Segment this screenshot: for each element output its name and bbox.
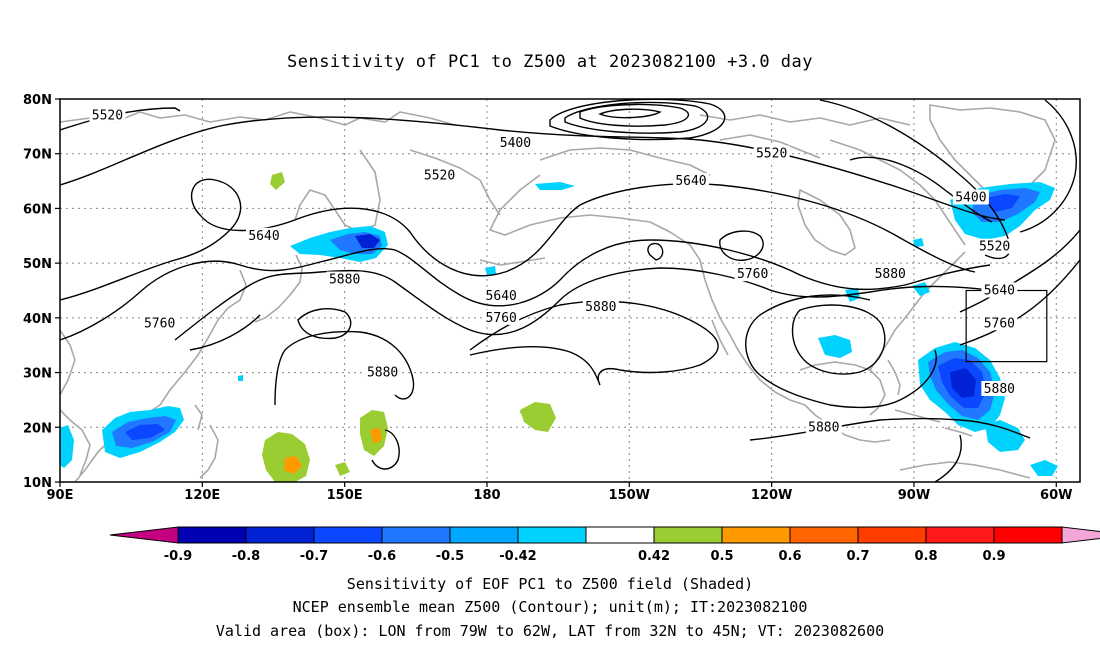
coastlines	[60, 104, 1056, 482]
contour-label: 5760	[486, 311, 517, 326]
colorbar-label: -0.6	[368, 549, 396, 564]
lat-tick-label: 40N	[23, 312, 52, 327]
contour-label: 5400	[500, 136, 531, 151]
contour-label: 5760	[737, 267, 768, 282]
contour-label-bg	[582, 298, 619, 314]
lat-tick-label: 30N	[23, 367, 52, 382]
contour-label: 5640	[675, 174, 706, 189]
lon-tick-label: 150W	[609, 488, 650, 503]
colorbar-label: 0.42	[638, 549, 670, 564]
lon-tick-label: 120E	[184, 488, 220, 503]
contour-label: 5520	[756, 147, 787, 162]
colorbar-segment	[313, 526, 383, 544]
contour-label: 5880	[367, 366, 398, 381]
lat-tick-label: 50N	[23, 257, 52, 272]
contour-label: 5760	[984, 316, 1015, 331]
contour-label-bg	[976, 238, 1013, 254]
contour-label-bg	[483, 287, 520, 303]
caption-line-3: Valid area (box): LON from 79W to 62W, L…	[216, 622, 884, 640]
colorbar-label: -0.7	[300, 549, 328, 564]
colorbar-segment	[789, 526, 859, 544]
lat-tick-label: 10N	[23, 476, 52, 491]
contour-label: 5520	[92, 108, 123, 123]
colorbar-label: 0.6	[778, 549, 801, 564]
colorbar-label: -0.42	[499, 549, 536, 564]
colorbar-label: 0.5	[710, 549, 733, 564]
contour-labels: 5520 5400 5520 5520 5640 5400 5640 5520 5880 5760…	[89, 107, 1018, 435]
contour-label-bg	[981, 282, 1018, 298]
lon-tick-label: 150E	[327, 488, 363, 503]
contour-label: 5400	[955, 190, 986, 205]
lat-tick-label: 60N	[23, 202, 52, 217]
contour-label-bg	[981, 315, 1018, 331]
colorbar-segment	[993, 526, 1063, 544]
colorbar-label: 0.9	[982, 549, 1005, 564]
contour-label-bg	[421, 167, 458, 183]
colorbar-segment	[517, 526, 587, 544]
caption-line-2: NCEP ensemble mean Z500 (Contour); unit(…	[293, 598, 808, 616]
lat-tick-label: 80N	[23, 93, 52, 108]
contour-label: 5760	[144, 316, 175, 331]
contour-label: 5640	[248, 229, 279, 244]
colorbar-segment	[857, 526, 927, 544]
colorbar-labels: -0.9 -0.8 -0.7 -0.6 -0.5 -0.42 0.42 0.5 0.6 0.7 0.…	[164, 549, 1006, 564]
contour-label: 5880	[808, 420, 839, 435]
colorbar-segment	[245, 526, 315, 544]
contour-label-bg	[497, 134, 534, 150]
contour-label: 5520	[424, 169, 455, 184]
contour-label: 5640	[486, 289, 517, 304]
colorbar-label: 0.8	[914, 549, 937, 564]
contour-label: 5880	[329, 273, 360, 288]
contour-label: 5520	[979, 240, 1010, 255]
contour-label-bg	[981, 380, 1018, 396]
lon-tick-label: 90W	[898, 488, 930, 503]
colorbar-label: -0.9	[164, 549, 192, 564]
contour-label-bg	[753, 145, 790, 161]
contour-label: 5880	[585, 300, 616, 315]
colorbar-segment	[653, 526, 723, 544]
colorbar-min-triangle	[109, 526, 179, 544]
contour-label: 5880	[984, 382, 1015, 397]
lat-tick-label: 70N	[23, 148, 52, 163]
colorbar-label: 0.7	[846, 549, 869, 564]
contour-label: 5640	[984, 284, 1015, 299]
caption-line-1: Sensitivity of EOF PC1 to Z500 field (Sh…	[347, 575, 753, 593]
lon-tick-label: 60W	[1040, 488, 1072, 503]
contour-label-bg	[672, 173, 709, 189]
map-frame	[59, 98, 1081, 483]
colorbar-segment	[925, 526, 995, 544]
colorbar-label: -0.5	[436, 549, 464, 564]
colorbar-segment	[449, 526, 519, 544]
colorbar-label: -0.8	[232, 549, 260, 564]
colorbar-max-triangle	[1061, 526, 1100, 544]
sensitivity-shading	[60, 172, 1058, 482]
contour-label-bg	[246, 227, 282, 243]
colorbar-segment	[177, 526, 247, 544]
lon-tick-label: 90E	[47, 488, 74, 503]
lon-tick-label: 180	[473, 488, 500, 503]
contour-label-bg	[89, 107, 126, 123]
lat-tick-label: 20N	[23, 421, 52, 436]
contour-label-bg	[483, 309, 520, 325]
colorbar-segment	[585, 526, 655, 544]
contour-label-bg	[952, 189, 989, 205]
contour-label: 5880	[875, 267, 906, 282]
latitude-labels: 80N 70N 60N 50N 40N 30N 20N 10N	[23, 93, 60, 491]
lon-tick-label: 120W	[751, 488, 792, 503]
colorbar-segment	[721, 526, 791, 544]
map-title: Sensitivity of PC1 to Z500 at 2023082100…	[287, 52, 813, 72]
contour-label-bg	[326, 271, 363, 287]
colorbar	[109, 526, 1100, 544]
contour-label-bg	[805, 419, 842, 435]
colorbar-segment	[381, 526, 451, 544]
contour-label-bg	[141, 315, 178, 331]
contour-label-bg	[364, 364, 401, 380]
contour-label-bg	[872, 266, 909, 282]
contour-label-bg	[734, 266, 771, 282]
longitude-labels: 90E 120E 150E 180 150W 120W 90W 60W	[47, 482, 1072, 503]
